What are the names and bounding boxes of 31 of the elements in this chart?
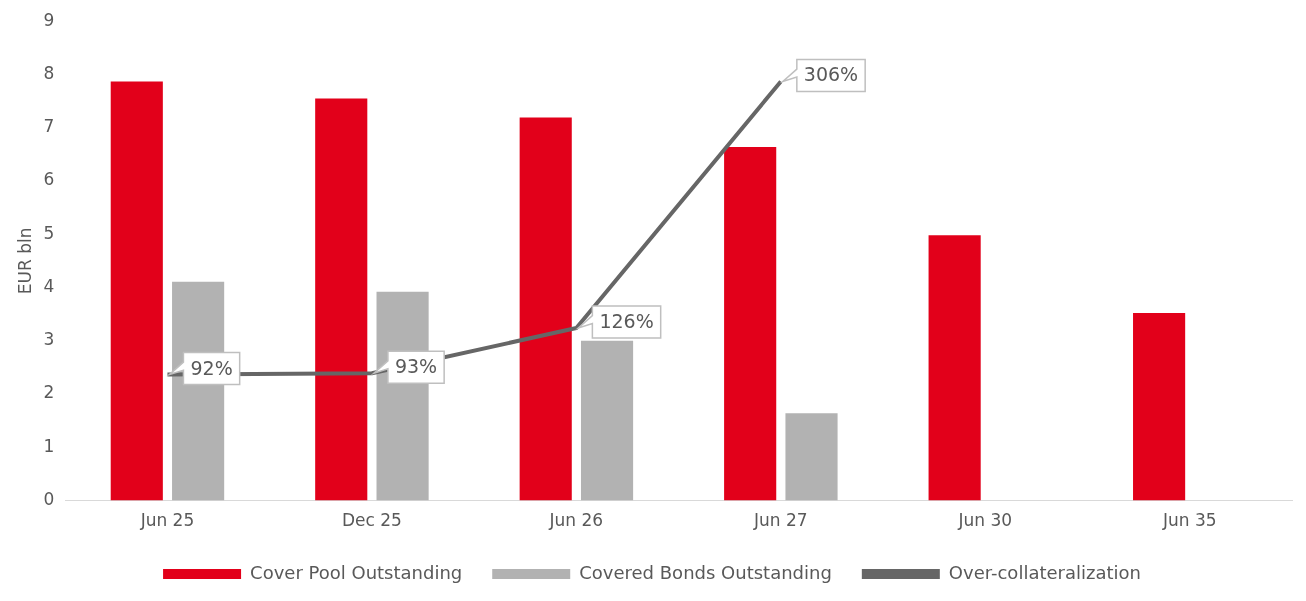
x-tick-label: Jun 27 xyxy=(753,510,808,531)
y-tick-label: 2 xyxy=(43,382,55,403)
legend-label: Over-collateralization xyxy=(948,561,1141,583)
bar xyxy=(519,117,572,501)
y-axis-title: EUR bln xyxy=(14,227,35,295)
bar xyxy=(1133,313,1186,501)
data-label: 92% xyxy=(190,356,233,379)
y-tick-label: 6 xyxy=(43,169,55,190)
bar xyxy=(315,98,368,501)
x-tick-label: Dec 25 xyxy=(341,510,402,531)
legend-label: Covered Bonds Outstanding xyxy=(579,561,832,583)
x-tick-label: Jun 35 xyxy=(1161,510,1217,531)
y-tick-label: 9 xyxy=(43,9,55,30)
x-tick-label: Jun 25 xyxy=(139,510,195,531)
y-tick-label: 5 xyxy=(43,222,55,243)
bar xyxy=(110,81,163,501)
y-tick-label: 1 xyxy=(43,435,55,456)
data-label: 306% xyxy=(803,63,859,86)
data-label: 93% xyxy=(394,355,438,378)
legend-label: Cover Pool Outstanding xyxy=(250,561,463,583)
data-label: 126% xyxy=(599,309,654,332)
y-tick-label: 3 xyxy=(43,329,55,350)
y-tick-label: 4 xyxy=(43,275,55,296)
y-tick-label: 0 xyxy=(43,489,55,510)
y-tick-label: 8 xyxy=(43,62,55,83)
x-tick-label: Jun 30 xyxy=(957,510,1013,531)
bar xyxy=(724,146,777,501)
bar xyxy=(928,235,981,501)
x-tick-label: Jun 26 xyxy=(548,510,604,531)
y-tick-label: 7 xyxy=(43,116,55,137)
bar xyxy=(785,413,838,501)
